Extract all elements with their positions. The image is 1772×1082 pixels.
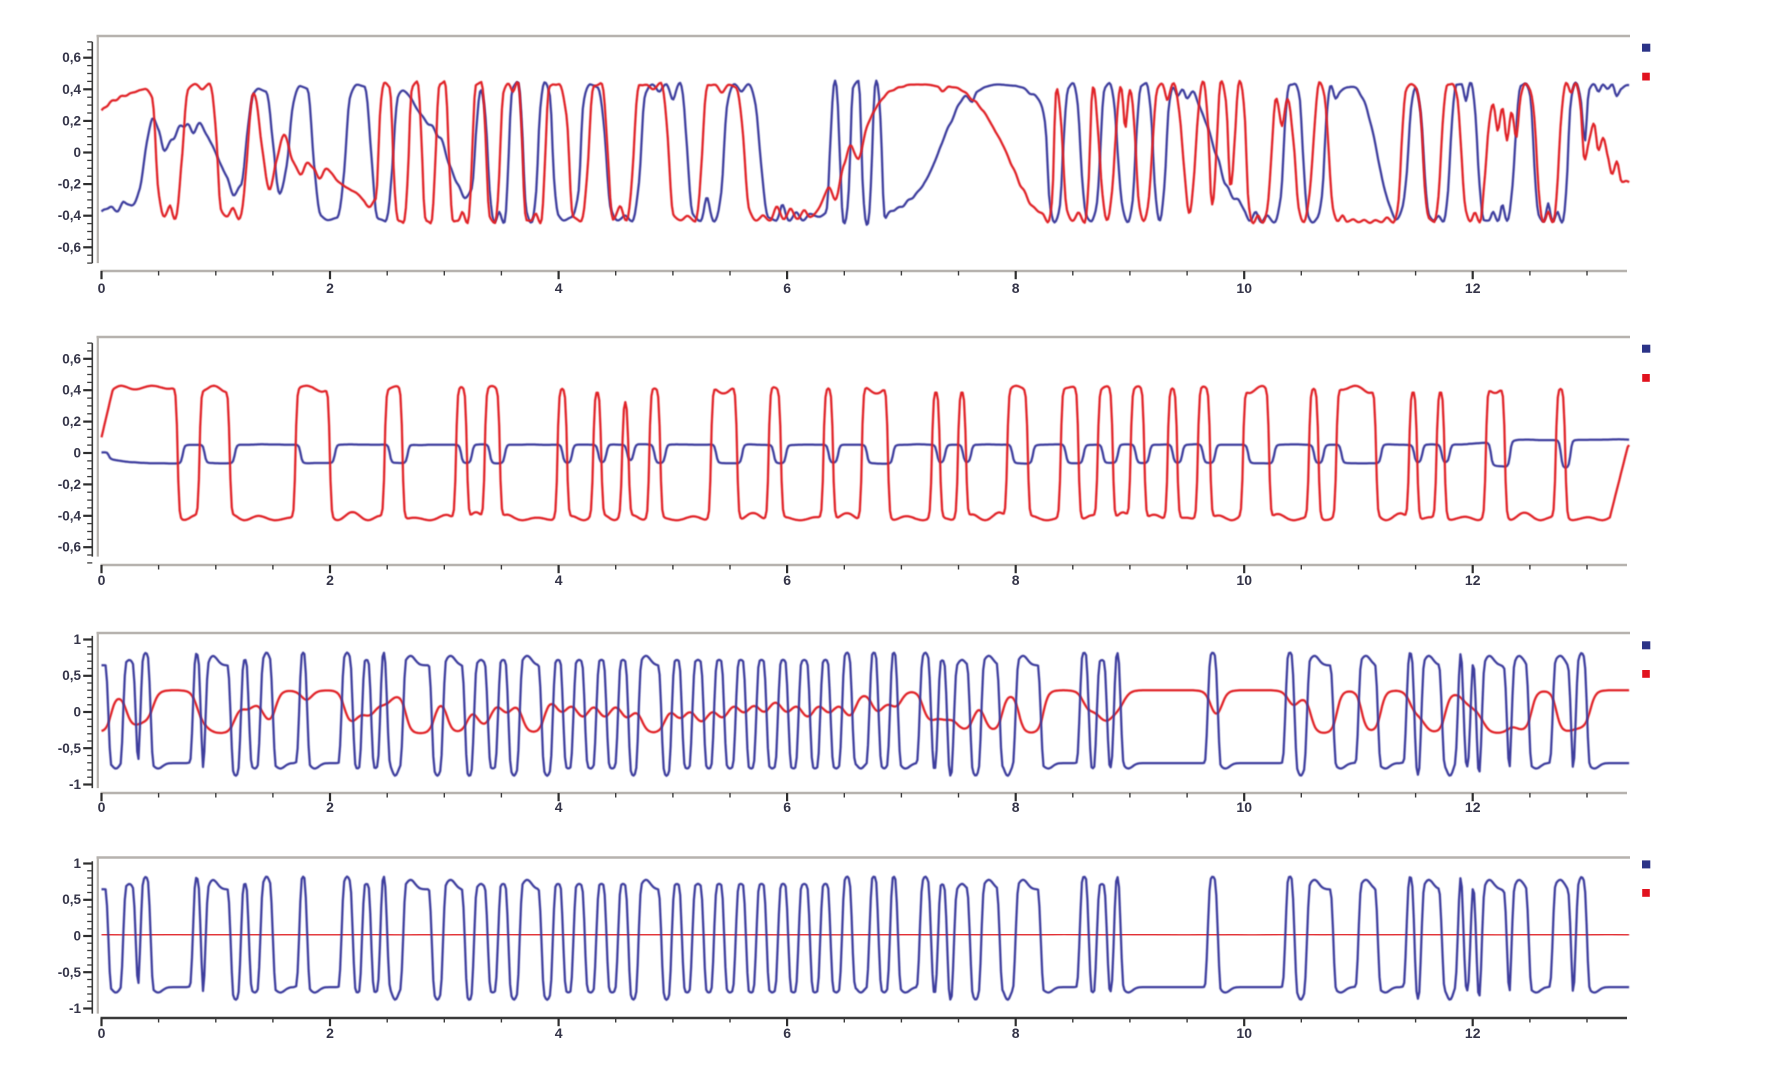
svg-text:0: 0 <box>73 446 81 461</box>
svg-text:6: 6 <box>783 1025 791 1041</box>
svg-text:-0,2: -0,2 <box>58 477 81 492</box>
svg-text:10: 10 <box>1236 799 1252 815</box>
svg-text:6: 6 <box>783 280 791 296</box>
svg-text:0,5: 0,5 <box>62 668 81 683</box>
svg-text:4: 4 <box>555 1025 563 1041</box>
svg-text:12: 12 <box>1465 280 1481 296</box>
svg-text:0: 0 <box>73 705 81 720</box>
svg-text:12: 12 <box>1465 1025 1481 1041</box>
svg-text:0,4: 0,4 <box>62 82 81 97</box>
svg-text:1: 1 <box>73 856 81 871</box>
svg-text:4: 4 <box>555 799 563 815</box>
svg-text:0: 0 <box>73 145 81 160</box>
svg-text:8: 8 <box>1012 280 1020 296</box>
svg-text:0,5: 0,5 <box>62 892 81 907</box>
svg-text:2: 2 <box>326 799 334 815</box>
svg-text:0: 0 <box>73 929 81 944</box>
svg-text:0,4: 0,4 <box>62 383 81 398</box>
svg-text:0: 0 <box>98 572 106 588</box>
svg-text:8: 8 <box>1012 572 1020 588</box>
svg-text:1: 1 <box>73 632 81 647</box>
svg-text:8: 8 <box>1012 1025 1020 1041</box>
svg-text:12: 12 <box>1465 572 1481 588</box>
svg-text:4: 4 <box>555 572 563 588</box>
svg-text:0,6: 0,6 <box>62 351 81 366</box>
svg-text:0,2: 0,2 <box>62 113 81 128</box>
svg-text:10: 10 <box>1236 280 1252 296</box>
svg-text:6: 6 <box>783 799 791 815</box>
svg-text:-1: -1 <box>69 777 81 792</box>
svg-text:2: 2 <box>326 572 334 588</box>
svg-text:-0,4: -0,4 <box>58 508 82 523</box>
svg-text:2: 2 <box>326 1025 334 1041</box>
svg-text:8: 8 <box>1012 799 1020 815</box>
svg-text:4: 4 <box>555 280 563 296</box>
svg-text:-0,4: -0,4 <box>58 208 82 223</box>
svg-text:0: 0 <box>98 280 106 296</box>
svg-text:-0,5: -0,5 <box>58 965 82 980</box>
svg-text:2: 2 <box>326 280 334 296</box>
svg-text:10: 10 <box>1236 572 1252 588</box>
svg-text:-0,5: -0,5 <box>58 741 82 756</box>
svg-text:12: 12 <box>1465 799 1481 815</box>
svg-text:0,6: 0,6 <box>62 50 81 65</box>
svg-text:-1: -1 <box>69 1001 81 1016</box>
svg-text:0: 0 <box>98 799 106 815</box>
svg-text:0: 0 <box>98 1025 106 1041</box>
svg-text:0,2: 0,2 <box>62 414 81 429</box>
svg-text:-0,6: -0,6 <box>58 540 82 555</box>
svg-text:-0,6: -0,6 <box>58 240 82 255</box>
svg-text:10: 10 <box>1236 1025 1252 1041</box>
svg-text:6: 6 <box>783 572 791 588</box>
svg-text:-0,2: -0,2 <box>58 177 81 192</box>
